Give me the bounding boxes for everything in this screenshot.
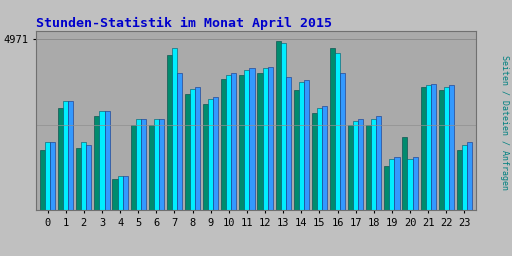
Bar (195, 87, 200, 210)
Bar (268, 67, 273, 210)
Bar (462, 145, 467, 210)
Bar (413, 157, 418, 210)
Bar (394, 157, 399, 210)
Bar (258, 73, 263, 210)
Bar (177, 73, 182, 210)
Bar (50, 142, 55, 210)
Bar (281, 43, 286, 210)
Bar (94, 116, 99, 210)
Bar (431, 84, 436, 210)
Bar (275, 41, 281, 210)
Bar (335, 53, 340, 210)
Bar (87, 145, 92, 210)
Bar (457, 150, 462, 210)
Bar (439, 90, 444, 210)
Bar (123, 176, 127, 210)
Bar (263, 68, 268, 210)
Bar (444, 87, 449, 210)
Bar (366, 125, 371, 210)
Bar (99, 111, 104, 210)
Bar (322, 106, 327, 210)
Bar (353, 121, 358, 210)
Bar (299, 82, 304, 210)
Bar (249, 68, 254, 210)
Bar (68, 101, 73, 210)
Bar (304, 80, 309, 210)
Bar (81, 142, 87, 210)
Bar (348, 125, 353, 210)
Bar (40, 150, 45, 210)
Bar (136, 120, 141, 210)
Bar (208, 99, 213, 210)
Bar (385, 166, 389, 210)
Bar (286, 77, 291, 210)
Bar (58, 108, 63, 210)
Bar (244, 70, 249, 210)
Bar (239, 75, 244, 210)
Bar (231, 73, 237, 210)
Bar (131, 125, 136, 210)
Bar (104, 111, 110, 210)
Bar (294, 90, 299, 210)
Bar (154, 120, 159, 210)
Bar (467, 142, 472, 210)
Bar (358, 120, 364, 210)
Bar (172, 48, 177, 210)
Bar (371, 120, 376, 210)
Bar (425, 85, 431, 210)
Bar (330, 48, 335, 210)
Bar (312, 113, 317, 210)
Text: Seiten / Dateien / Anfragen: Seiten / Dateien / Anfragen (500, 55, 509, 190)
Bar (185, 94, 190, 210)
Bar (203, 104, 208, 210)
Bar (420, 87, 425, 210)
Bar (340, 73, 345, 210)
Text: Stunden-Statistik im Monat April 2015: Stunden-Statistik im Monat April 2015 (36, 16, 332, 29)
Bar (63, 101, 68, 210)
Bar (408, 159, 413, 210)
Bar (221, 79, 226, 210)
Bar (402, 136, 408, 210)
Bar (167, 55, 172, 210)
Bar (113, 179, 118, 210)
Bar (141, 120, 146, 210)
Bar (159, 120, 164, 210)
Bar (389, 159, 394, 210)
Bar (213, 97, 218, 210)
Bar (317, 108, 322, 210)
Bar (148, 125, 154, 210)
Bar (76, 148, 81, 210)
Bar (226, 75, 231, 210)
Bar (190, 89, 195, 210)
Bar (45, 142, 50, 210)
Bar (376, 116, 381, 210)
Bar (449, 85, 454, 210)
Bar (118, 176, 123, 210)
